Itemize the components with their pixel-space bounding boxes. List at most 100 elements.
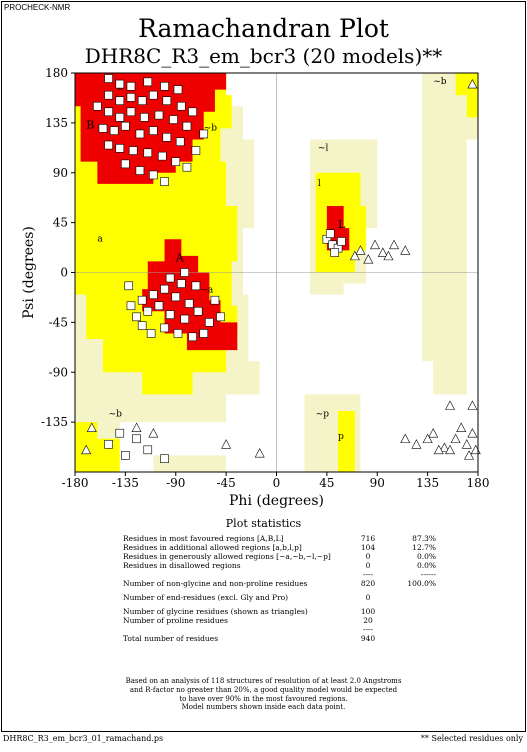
- stats-row: Residues in most favoured regions [A,B,L…: [123, 534, 453, 544]
- residue-point: [325, 229, 335, 239]
- residue-point: [140, 113, 149, 122]
- residue-point: [132, 434, 141, 444]
- glycine-point: [428, 428, 439, 438]
- residue-point: [337, 237, 346, 246]
- residue-point: [149, 290, 158, 299]
- residue-point: [132, 312, 141, 322]
- residue-point: [115, 428, 125, 438]
- note-line: Based on an analysis of 118 structures o…: [125, 677, 402, 685]
- residue-point: [104, 90, 113, 100]
- stats-count: 0: [365, 561, 371, 570]
- x-tick-label: -45: [216, 476, 235, 490]
- residue-point: [188, 107, 197, 117]
- region-generous-bottom-mid: [153, 455, 227, 472]
- residue-point: [121, 159, 130, 169]
- x-tick-label: -180: [62, 476, 89, 490]
- residue-point: [191, 146, 201, 155]
- residue-point: [115, 144, 125, 153]
- region-label: ~l: [318, 144, 329, 154]
- stats-label: Total number of residues: [123, 634, 219, 643]
- separator-count: ----: [362, 570, 374, 579]
- y-tick-label: 45: [53, 216, 68, 230]
- y-tick-label: 0: [60, 266, 68, 280]
- stats-count: 100: [360, 607, 376, 616]
- stats-separator: ----: [123, 625, 453, 635]
- glycine-point: [467, 428, 478, 438]
- x-tick-label: 135: [416, 476, 439, 490]
- glycine-point: [370, 239, 381, 250]
- region-label: ~b: [109, 410, 123, 420]
- y-tick-label: 135: [45, 116, 68, 130]
- residue-point: [121, 451, 130, 460]
- residue-point: [175, 137, 185, 147]
- stats-percent: 87.3%: [412, 534, 436, 543]
- y-axis-label: Psi (degrees): [21, 226, 37, 319]
- residue-point: [154, 110, 164, 120]
- stats-count: 716: [360, 534, 376, 543]
- residue-point: [173, 85, 183, 94]
- glycine-point: [383, 250, 394, 261]
- stats-label: Number of end-residues (excl. Gly and Pr…: [123, 593, 289, 602]
- glycine-point: [450, 433, 461, 444]
- residue-point: [149, 170, 158, 180]
- x-tick-label: -135: [112, 476, 139, 490]
- stats-count: 940: [360, 634, 376, 643]
- residue-point: [171, 292, 181, 302]
- glycine-point: [467, 78, 478, 89]
- region-label: p: [338, 432, 344, 442]
- stats-label: Residues in additional allowed regions […: [123, 543, 302, 552]
- residue-point: [137, 295, 147, 305]
- stats-count: 20: [363, 616, 373, 625]
- stats-row: Number of proline residues 20: [123, 616, 453, 626]
- region-label: L: [338, 218, 346, 231]
- residue-point: [126, 93, 136, 102]
- stats-percent: 12.7%: [412, 543, 436, 552]
- y-tick-label: 90: [53, 166, 68, 180]
- residue-point: [173, 329, 183, 338]
- residue-point: [160, 323, 169, 333]
- glycine-point: [355, 245, 366, 255]
- glycine-point: [422, 433, 433, 444]
- stats-count: 104: [360, 543, 376, 552]
- residue-point: [109, 126, 119, 135]
- residue-point: [184, 299, 194, 308]
- x-tick-label: -90: [166, 476, 185, 490]
- residue-point: [143, 306, 153, 316]
- glycine-point: [131, 422, 142, 432]
- ramachandran-plot: AaBb~b~b~b~a~llL~pp-180-135-90-450459013…: [21, 66, 490, 509]
- glycine-point: [464, 450, 475, 460]
- glycine-point: [433, 444, 444, 455]
- residue-point: [160, 284, 169, 294]
- residue-point: [104, 107, 113, 117]
- glycine-point: [461, 439, 472, 449]
- glycine-point: [467, 400, 478, 410]
- x-axis-label: Phi (degrees): [229, 493, 324, 509]
- residue-point: [146, 329, 156, 338]
- residue-point: [121, 121, 130, 131]
- y-tick-label: -45: [49, 315, 68, 329]
- residue-point: [165, 310, 175, 319]
- residue-point: [149, 90, 158, 100]
- residue-point: [205, 318, 214, 327]
- residue-point: [177, 279, 186, 288]
- glycine-point: [86, 422, 97, 432]
- residue-point: [128, 146, 138, 155]
- region-label: ~b: [433, 77, 447, 87]
- region-allowed-bottom-left: [75, 422, 120, 472]
- x-tick-label: 180: [467, 476, 490, 490]
- residue-point: [143, 148, 153, 158]
- stats-percent: 0.0%: [416, 552, 436, 561]
- residue-point: [162, 132, 172, 142]
- residue-point: [165, 273, 175, 283]
- stats-table: Residues in most favoured regions [A,B,L…: [123, 534, 453, 644]
- x-tick-label: 90: [370, 476, 385, 490]
- residue-point: [143, 77, 153, 87]
- residue-point: [210, 295, 220, 305]
- stats-label: Residues in generously allowed regions […: [123, 552, 331, 561]
- residue-point: [104, 439, 113, 449]
- residue-point: [169, 115, 178, 124]
- residue-point: [126, 82, 136, 91]
- stats-separator: ---- ------: [123, 570, 453, 580]
- region-label: ~b: [204, 124, 218, 134]
- residue-point: [162, 96, 172, 106]
